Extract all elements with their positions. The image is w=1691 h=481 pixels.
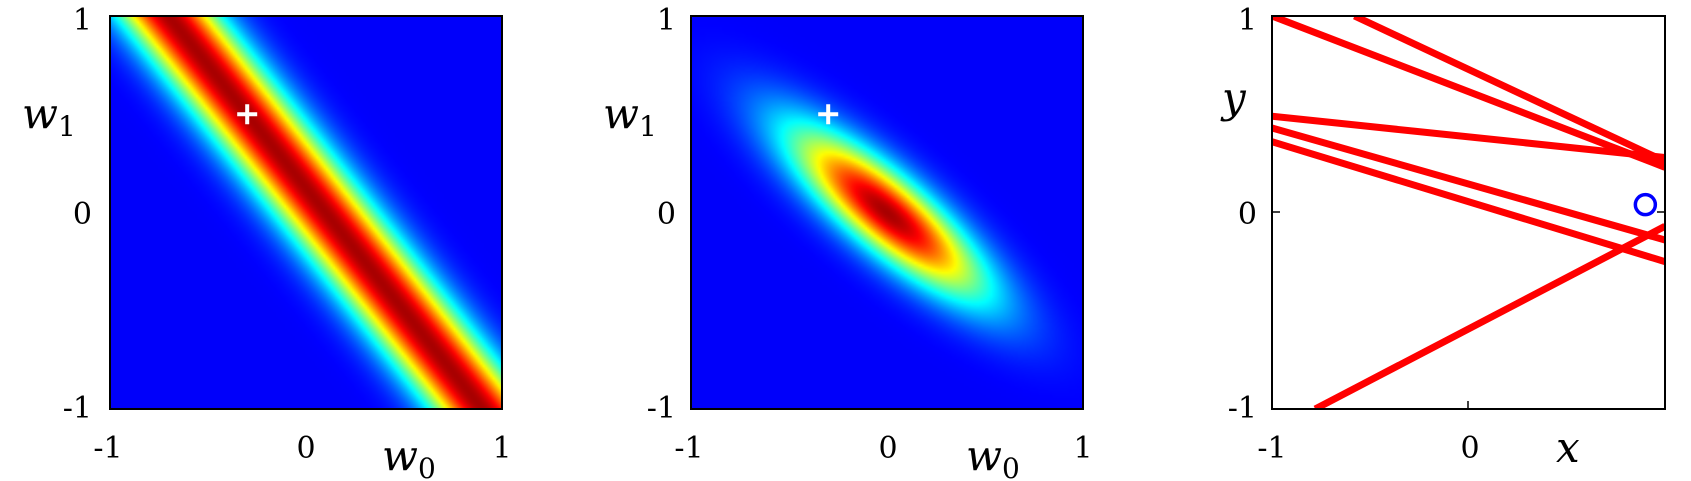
series-line-3 — [1272, 112, 1665, 161]
panel-3-xtick-1: -1 — [1257, 431, 1286, 466]
panel-3-ytick-3: 1 — [1238, 3, 1257, 38]
panel-1-xlabel: w0 — [382, 431, 436, 481]
panel-3-ylabel: y — [1220, 73, 1247, 122]
series-line-6 — [1313, 223, 1665, 409]
panel-2-xtick-3: 1 — [1073, 431, 1092, 466]
panel-1-xtick-2: 0 — [296, 431, 315, 466]
panel-2-ytick-3: 1 — [657, 3, 676, 38]
panel-2-frame — [690, 15, 1084, 410]
panel-3-ytick-2: 0 — [1238, 197, 1257, 232]
series-line-4 — [1272, 124, 1665, 244]
panel-1-ytick-3: 1 — [73, 3, 92, 38]
panel-1-xtick-3: 1 — [492, 431, 511, 466]
panel-3-points — [1633, 192, 1658, 217]
panel-2-ylabel: w1 — [603, 89, 657, 143]
panel-2-ytick-1: -1 — [647, 391, 676, 426]
panel-2-heatmap — [691, 16, 1083, 409]
panel-1-xtick-1: -1 — [93, 431, 122, 466]
panel-2-xtick-2: 0 — [878, 431, 897, 466]
panel-1-ytick-1: -1 — [63, 391, 92, 426]
panel-3-ytick-1: -1 — [1228, 391, 1257, 426]
series-line-1 — [1272, 16, 1665, 171]
panel-2-marker — [818, 104, 839, 125]
panel-2: -1 0 1 -1 0 1 w1 w0 — [603, 3, 1093, 481]
panel-3-xtick-2: 0 — [1460, 431, 1479, 466]
panel-1-heatmap — [110, 16, 502, 409]
panel-1: -1 0 1 -1 0 1 w1 w0 — [22, 3, 512, 481]
series-line-5 — [1272, 138, 1665, 265]
panel-1-frame — [109, 15, 503, 410]
panel-2-ytick-2: 0 — [657, 197, 676, 232]
panel-1-marker — [237, 104, 258, 125]
panel-3: -1 0 -1 0 1 y x — [1220, 3, 1666, 472]
panel-3-background — [1272, 16, 1665, 409]
panel-3-xlabel: x — [1556, 423, 1580, 472]
panel-3-lines — [1272, 16, 1665, 409]
data-point-1 — [1633, 192, 1658, 217]
series-line-2 — [1353, 16, 1665, 165]
panel-1-ytick-2: 0 — [73, 197, 92, 232]
panel-1-ylabel: w1 — [22, 89, 76, 143]
panel-2-xlabel: w0 — [966, 431, 1020, 481]
panel-2-xtick-1: -1 — [674, 431, 703, 466]
